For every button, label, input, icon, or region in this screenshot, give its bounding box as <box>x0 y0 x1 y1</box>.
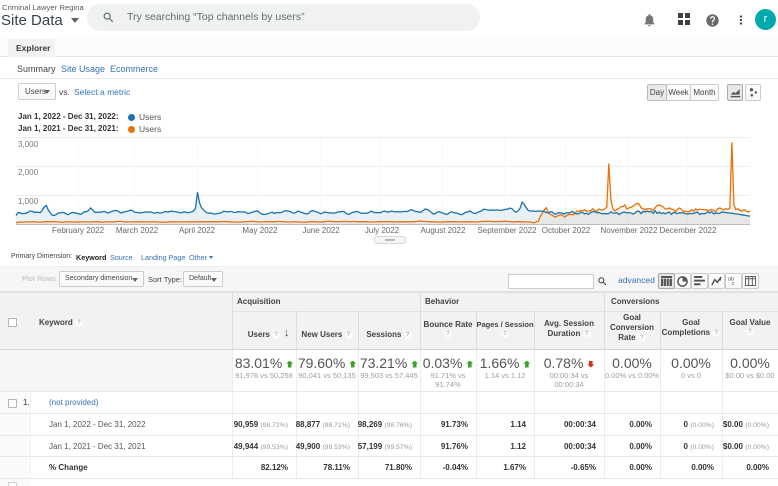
svg-text:February 2022: February 2022 <box>52 226 105 235</box>
svg-text:September 2022: September 2022 <box>477 226 537 235</box>
svg-text:August 2022: August 2022 <box>421 226 466 235</box>
svg-text:March 2022: March 2022 <box>116 226 159 235</box>
svg-text:2,000: 2,000 <box>18 168 39 177</box>
svg-text:ab: ab <box>728 277 734 283</box>
svg-text:July 2022: July 2022 <box>365 226 400 235</box>
svg-text:October 2022: October 2022 <box>542 226 591 235</box>
svg-text:c: c <box>732 281 735 286</box>
svg-text:December 2022: December 2022 <box>660 226 717 235</box>
svg-text:June 2022: June 2022 <box>302 226 340 235</box>
svg-text:May 2022: May 2022 <box>242 226 278 235</box>
svg-text:1,000: 1,000 <box>18 197 39 206</box>
svg-text:3,000: 3,000 <box>18 140 39 149</box>
svg-text:April 2022: April 2022 <box>179 226 216 235</box>
svg-text:November 2022: November 2022 <box>601 226 658 235</box>
